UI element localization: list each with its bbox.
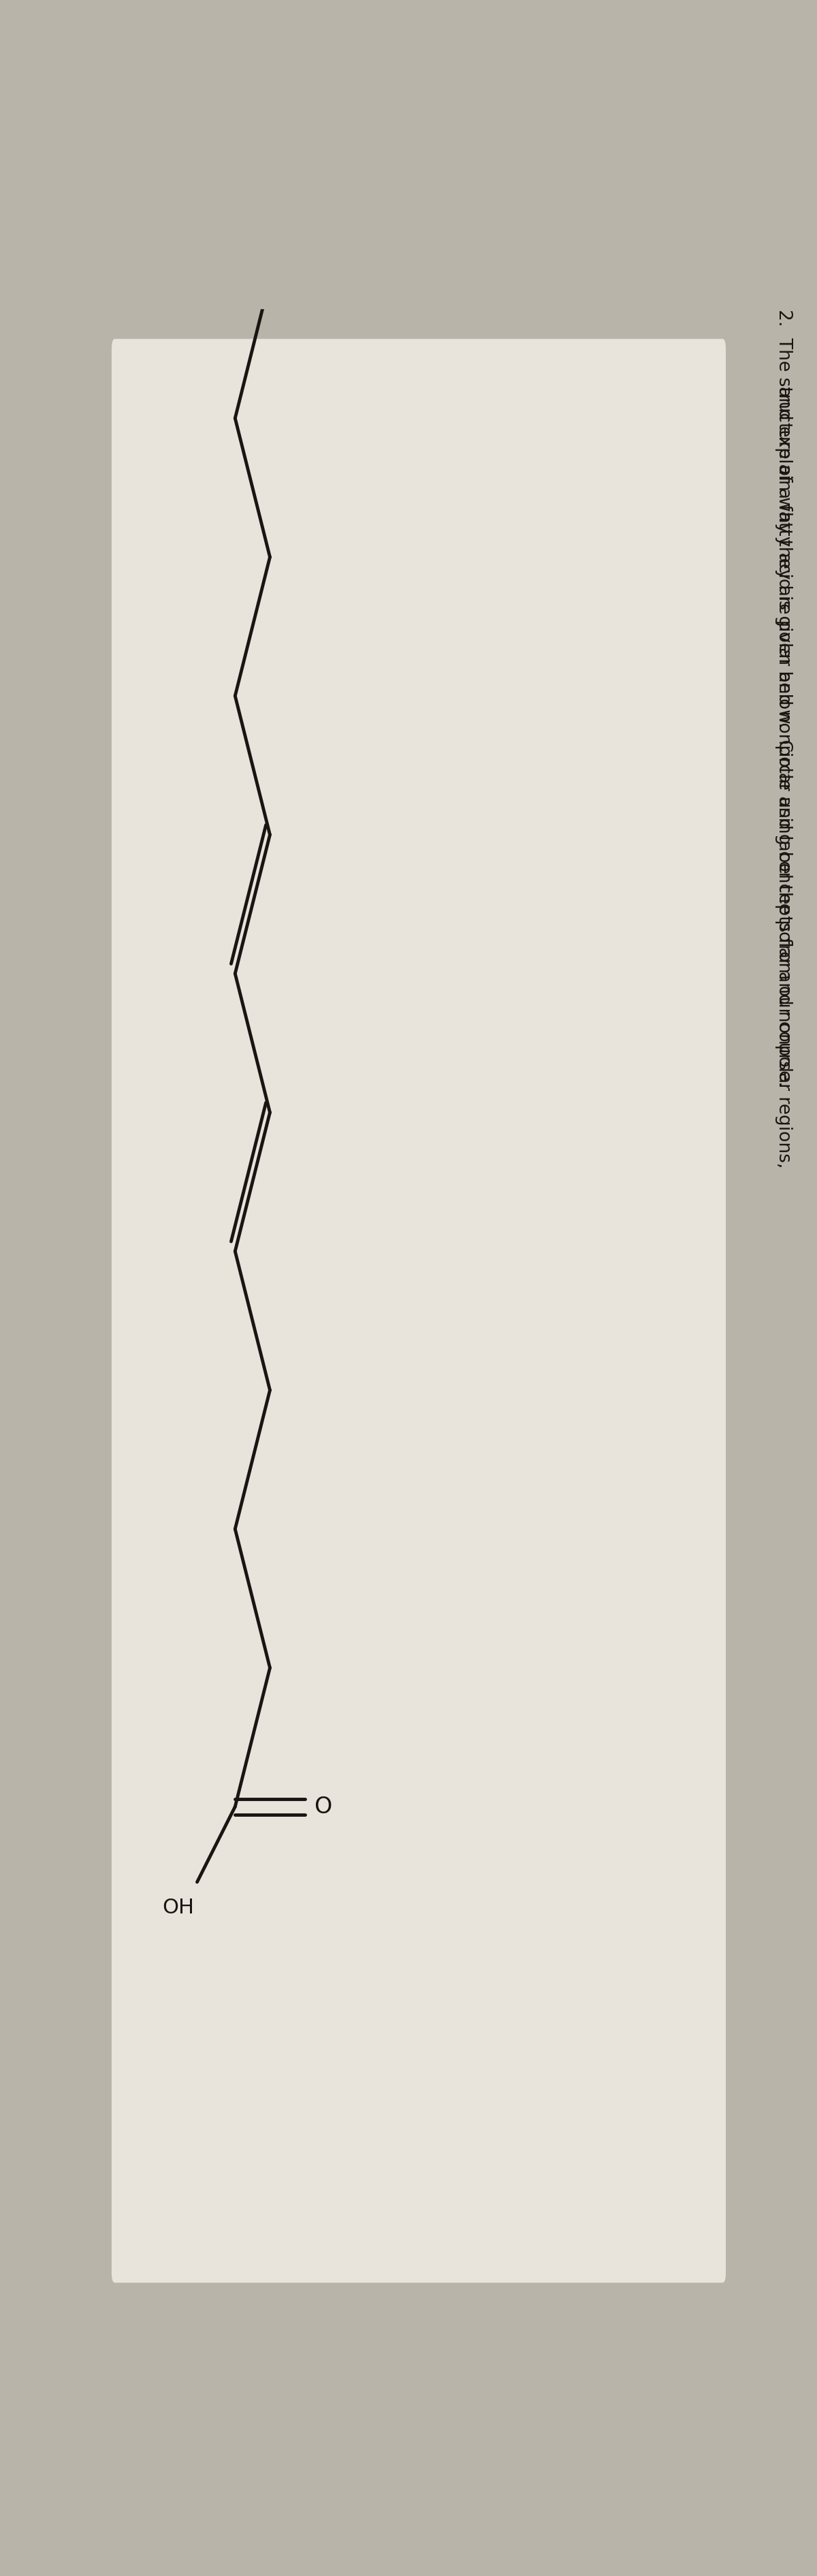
- Text: OH: OH: [162, 1899, 194, 1917]
- Text: 2.  The structure of a fatty acid is given below.  Circle and label the polar an: 2. The structure of a fatty acid is give…: [775, 309, 792, 1167]
- FancyBboxPatch shape: [112, 340, 725, 2282]
- Text: and explain why they are polar and nonpolar using concepts from our course.: and explain why they are polar and nonpo…: [775, 386, 792, 1087]
- Text: O: O: [315, 1795, 332, 1819]
